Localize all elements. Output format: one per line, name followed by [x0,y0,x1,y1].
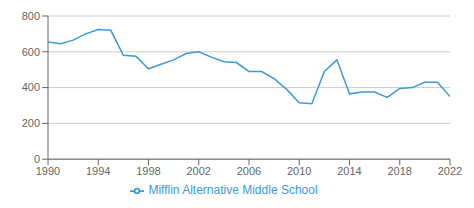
svg-text:600: 600 [22,46,40,58]
svg-text:1990: 1990 [36,165,60,177]
svg-text:0: 0 [34,153,40,165]
svg-text:800: 800 [22,10,40,22]
svg-text:2002: 2002 [187,165,211,177]
html-text:Mifflin Alternative Middle Sch: Mifflin Alternative Middle School [148,183,318,198]
svg-text:2014: 2014 [337,165,361,177]
svg-text:200: 200 [22,117,40,129]
svg-text:1994: 1994 [86,165,110,177]
svg-text:400: 400 [22,81,40,93]
svg-text:1998: 1998 [136,165,160,177]
svg-text:2022: 2022 [438,165,462,177]
svg-text:2006: 2006 [237,165,261,177]
svg-text:2018: 2018 [388,165,412,177]
svg-text:2010: 2010 [287,165,311,177]
